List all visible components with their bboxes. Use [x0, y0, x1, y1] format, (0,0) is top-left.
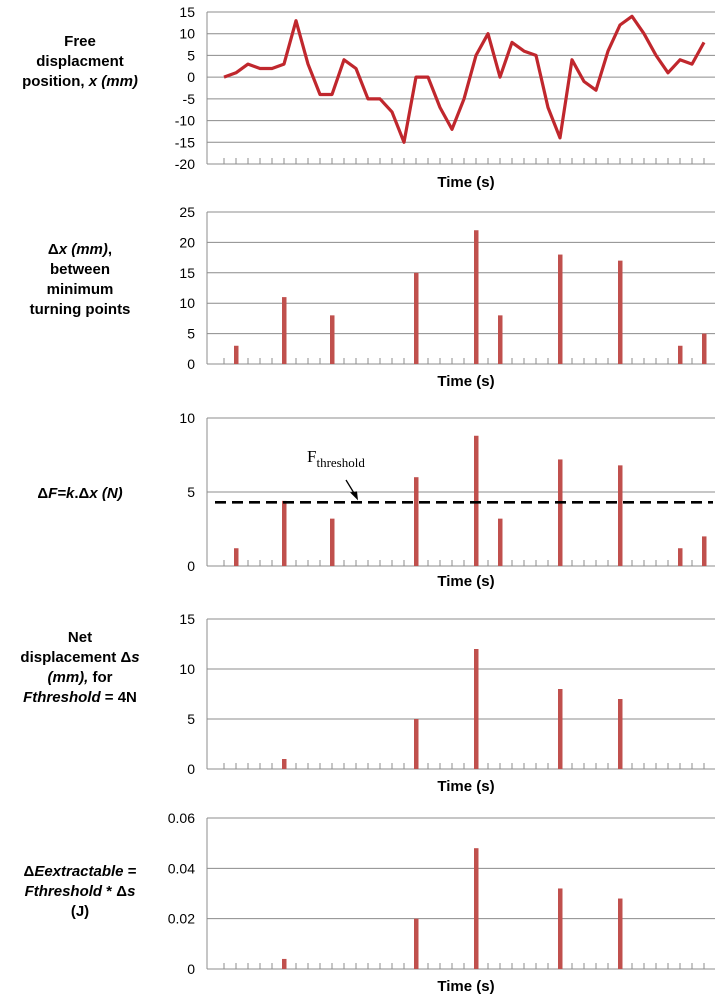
- row-label-delta-f: ΔF=k.Δx (N): [0, 484, 160, 504]
- y-tick-label: 5: [187, 326, 195, 342]
- y-tick-label: 0: [187, 761, 195, 777]
- x-axis-label: Time (s): [437, 573, 494, 590]
- bar: [330, 518, 335, 566]
- bar: [558, 254, 563, 364]
- bar: [498, 315, 503, 364]
- row-label-line: between: [49, 261, 110, 278]
- row-label-line: turning points: [29, 301, 131, 318]
- row-label-line: Net: [67, 629, 93, 646]
- chart-panel-5: 0.06 0.04 0.02 0 Time (s): [168, 810, 715, 995]
- y-tick-label: 5: [187, 484, 195, 500]
- chart-panel-4: 15 10 5 0 Time (s): [179, 611, 715, 795]
- y-tick-label: 0: [187, 356, 195, 372]
- bar: [414, 272, 419, 364]
- row-label-free-displacement: Free displacment position, x (mm): [0, 32, 160, 92]
- bar: [474, 230, 479, 364]
- row-label-line: (J): [70, 903, 90, 920]
- y-tick-label: 20: [179, 234, 195, 250]
- threshold-arrowhead: [350, 491, 358, 501]
- y-tick-label: 0.04: [168, 860, 195, 876]
- chart-panel-1: 15 10 5 0 -5 -10 -15 -20 Time (s): [175, 4, 715, 191]
- y-tick-label: 10: [179, 410, 195, 426]
- y-tick-label: -5: [183, 91, 196, 107]
- row-label-delta-x: Δx (mm), between minimum turning points: [0, 240, 160, 320]
- y-tick-label: -20: [175, 156, 195, 172]
- chart-panel-2: 25 20 15 10 5 0 Time (s): [179, 204, 715, 390]
- row-label-line: Free: [64, 33, 96, 50]
- bar: [498, 518, 503, 566]
- row-label-delta-e-extractable: ΔEextractable = Fthreshold * Δs (J): [0, 862, 160, 922]
- bar: [618, 898, 623, 969]
- bar: [282, 958, 287, 969]
- bar: [234, 548, 239, 566]
- row-label-net-displacement: Net displacement Δs (mm), for Fthreshold = …: [0, 628, 160, 708]
- bar: [558, 888, 563, 969]
- y-tick-label: 15: [179, 611, 195, 627]
- y-tick-label: 0: [187, 558, 195, 574]
- row-label-line: Fthreshold = 4N: [23, 689, 137, 706]
- bar: [702, 536, 707, 566]
- bar: [618, 465, 623, 566]
- y-tick-label: 5: [187, 711, 195, 727]
- y-tick-label: 5: [187, 47, 195, 63]
- bar: [414, 719, 419, 769]
- bar: [474, 848, 479, 969]
- y-tick-label: -10: [175, 113, 195, 129]
- bar: [414, 918, 419, 969]
- x-axis-label: Time (s): [437, 778, 494, 795]
- row-label-line: ΔEextractable =: [23, 863, 137, 880]
- y-tick-label: -15: [175, 134, 195, 150]
- y-tick-label: 25: [179, 204, 195, 220]
- row-label-line: Fthreshold * Δs: [24, 883, 136, 900]
- row-label-line: position, x (mm): [22, 73, 138, 90]
- row-label-line: displacment: [36, 53, 124, 70]
- chart-panel-3: 10 5 0 Time (s) Fthreshold: [179, 410, 715, 590]
- bar: [678, 548, 683, 566]
- row-label-line: ΔF=k.Δx (N): [37, 485, 123, 502]
- y-tick-label: 10: [179, 661, 195, 677]
- series-line: [223, 14, 706, 144]
- bar: [558, 689, 563, 769]
- bar: [282, 759, 287, 769]
- bar: [702, 333, 707, 364]
- row-label-line: minimum: [46, 281, 114, 298]
- row-label-line: (mm), for: [47, 669, 113, 686]
- bar: [558, 459, 563, 566]
- threshold-annotation: Fthreshold: [307, 447, 365, 470]
- y-tick-label: 15: [179, 4, 195, 20]
- row-label-line: Δx (mm),: [47, 241, 113, 258]
- bar: [414, 477, 419, 566]
- y-tick-label: 0.06: [168, 810, 195, 826]
- row-label-line: displacement Δs: [20, 649, 140, 666]
- y-tick-label: 10: [179, 295, 195, 311]
- bar: [282, 500, 287, 566]
- bar: [678, 345, 683, 364]
- y-tick-label: 15: [179, 265, 195, 281]
- y-tick-label: 0: [187, 69, 195, 85]
- x-axis-label: Time (s): [437, 978, 494, 995]
- bar: [330, 315, 335, 364]
- y-tick-label: 0: [187, 961, 195, 977]
- bar: [234, 345, 239, 364]
- x-axis-label: Time (s): [437, 373, 494, 390]
- bar: [618, 260, 623, 364]
- bar: [282, 297, 287, 364]
- y-tick-label: 0.02: [168, 911, 195, 927]
- y-tick-label: 10: [179, 26, 195, 42]
- bar: [618, 699, 623, 769]
- x-axis-label: Time (s): [437, 174, 494, 191]
- bar: [474, 435, 479, 566]
- bar: [474, 649, 479, 769]
